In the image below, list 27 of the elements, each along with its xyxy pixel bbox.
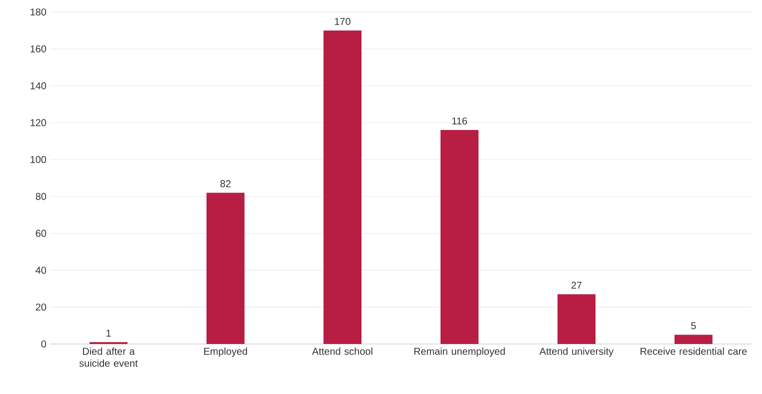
data-label: 116: [452, 117, 468, 125]
data-label: 5: [691, 322, 696, 330]
x-tick-label: Receive residential care: [640, 348, 747, 355]
bar: [674, 334, 713, 344]
bar: [440, 130, 479, 344]
x-tick-label: Died after a suicide event: [79, 348, 138, 367]
data-label: 27: [571, 282, 582, 289]
y-tick-label: 0: [41, 340, 46, 348]
bar: [206, 192, 245, 344]
x-tick-label: Employed: [204, 348, 248, 357]
y-tick-label: 80: [36, 192, 46, 200]
bar: [324, 30, 362, 344]
y-tick-label: 20: [36, 304, 46, 311]
x-tick-label: Remain unemployed: [414, 348, 505, 357]
y-tick-label: 60: [36, 230, 46, 237]
data-label: 82: [220, 180, 231, 188]
x-tick-label: Attend school: [312, 348, 372, 355]
data-label: 170: [334, 18, 350, 25]
y-tick-label: 120: [30, 119, 46, 126]
y-tick-label: 100: [30, 156, 46, 164]
x-tick-label: Attend university: [539, 348, 614, 357]
data-label: 1: [106, 330, 111, 337]
y-tick-label: 140: [30, 82, 46, 90]
y-tick-label: 180: [30, 8, 46, 16]
bar: [558, 294, 596, 344]
y-tick-label: 160: [30, 45, 46, 52]
y-tick-label: 40: [36, 266, 46, 274]
